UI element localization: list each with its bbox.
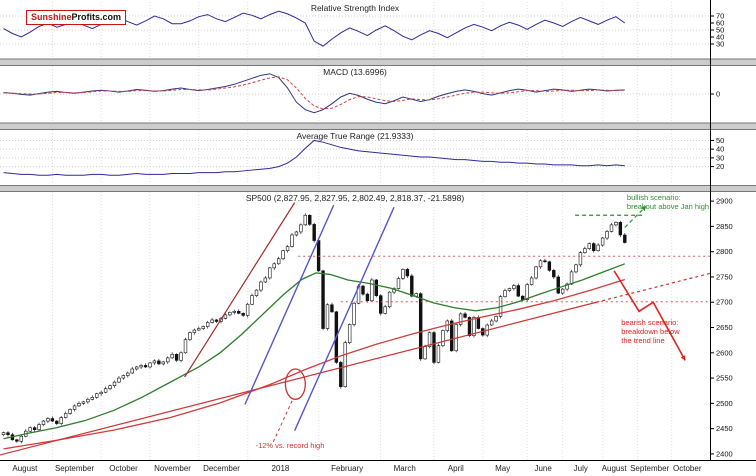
y-tick-label: 2400 xyxy=(716,449,733,458)
x-axis-label: October xyxy=(673,464,702,473)
x-axis-label: February xyxy=(331,464,363,473)
x-axis-label: July xyxy=(574,464,588,473)
panel-separator xyxy=(0,185,756,192)
y-tick-label: 50 xyxy=(716,136,724,145)
y-tick-label: 2800 xyxy=(716,247,733,256)
y-tick-label: 2500 xyxy=(716,399,733,408)
y-tick-label: 2900 xyxy=(716,197,733,206)
panel-separator xyxy=(0,123,756,130)
logo-suffix: Profits.com xyxy=(71,12,122,22)
x-axis-label: March xyxy=(394,464,416,473)
logo-brand: Sunshine xyxy=(31,12,72,22)
series-Signal xyxy=(3,76,625,110)
y-tick-label: 40 xyxy=(716,33,724,42)
y-tick-label: 2550 xyxy=(716,374,733,383)
y-tick-label: 50 xyxy=(716,26,724,35)
x-axis-label: September xyxy=(55,464,94,473)
x-axis-label: August xyxy=(12,464,38,473)
panel-title: SP500 (2,827.95, 2,827.95, 2,802.49, 2,8… xyxy=(246,193,465,203)
x-axis-label: June xyxy=(534,464,552,473)
panel-sp500: 2400 2450 2500 2550 2600 2650 2700 2750 2800 2850… xyxy=(0,192,733,473)
y-tick-label: 30 xyxy=(716,40,724,49)
series-ATR xyxy=(3,139,625,176)
y-tick-label: 2650 xyxy=(716,323,733,332)
trend-line xyxy=(0,301,597,456)
y-tick-label: 2750 xyxy=(716,272,733,281)
logo[interactable]: SunshineProfits.com xyxy=(26,10,127,25)
y-tick-label: 2450 xyxy=(716,424,733,433)
x-axis-label: November xyxy=(154,464,191,473)
trend-line xyxy=(596,272,711,303)
overlay-MA-fast-green xyxy=(3,263,626,440)
annotation-path xyxy=(272,398,294,443)
y-tick-label: 2700 xyxy=(716,298,733,307)
annotation-path xyxy=(613,270,686,361)
trend-line xyxy=(294,206,395,431)
highlight-ellipse xyxy=(284,368,306,400)
y-tick-label: 0 xyxy=(716,90,720,99)
annotation-text: breakdown below xyxy=(621,327,680,336)
panel-title: MACD (13.6996) xyxy=(323,67,387,77)
panel-title: Average True Range (21.9333) xyxy=(296,131,413,141)
panel-macd: 0 MACD (13.6996) xyxy=(0,66,720,122)
annotation-path xyxy=(624,205,647,228)
x-axis-label: 2018 xyxy=(272,464,290,473)
y-tick-label: 2850 xyxy=(716,222,733,231)
y-tick-label: 40 xyxy=(716,145,724,154)
y-tick-label: 20 xyxy=(716,162,724,171)
x-axis-label: August xyxy=(602,464,628,473)
y-tick-label: 60 xyxy=(716,19,724,28)
y-tick-label: 30 xyxy=(716,153,724,162)
trend-line xyxy=(184,202,296,378)
annotation-text: breakout above Jan high xyxy=(627,202,709,211)
annotation-text: bearish scenario: xyxy=(621,318,678,327)
arrow-head-icon xyxy=(680,355,686,361)
panel-separator xyxy=(0,59,756,66)
x-axis-label: October xyxy=(109,464,138,473)
overlay-MA-slow-red xyxy=(3,278,625,450)
annotation-text: bullish scenario: xyxy=(627,193,681,202)
panel-title: Relative Strength Index xyxy=(311,3,400,13)
annotation-text: the trend line xyxy=(621,336,664,345)
x-axis-label: May xyxy=(495,464,510,473)
annotation-text: -12% vs. record high xyxy=(256,441,325,450)
arrow-head-icon xyxy=(641,206,647,212)
x-axis-label: December xyxy=(203,464,240,473)
trend-line xyxy=(244,204,335,405)
series-MACD xyxy=(3,73,625,114)
y-tick-label: 2600 xyxy=(716,348,733,357)
x-axis-label: September xyxy=(630,464,669,473)
x-axis-label: April xyxy=(448,464,464,473)
y-tick-label: 70 xyxy=(716,12,724,21)
